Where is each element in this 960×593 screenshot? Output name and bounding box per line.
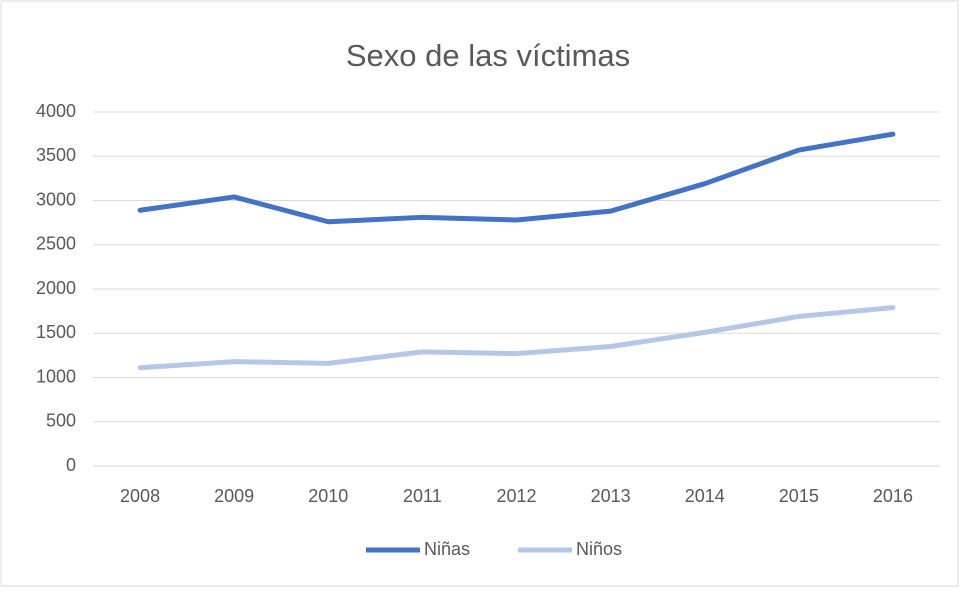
x-tick-label: 2008 xyxy=(120,486,160,506)
x-tick-label: 2014 xyxy=(685,486,725,506)
x-tick-label: 2013 xyxy=(591,486,631,506)
x-tick-label: 2010 xyxy=(308,486,348,506)
x-tick-label: 2011 xyxy=(403,486,442,506)
x-tick-label: 2009 xyxy=(214,486,254,506)
y-tick-label: 2500 xyxy=(36,234,76,254)
x-tick-label: 2015 xyxy=(779,486,819,506)
y-tick-label: 1000 xyxy=(36,366,76,386)
y-tick-label: 4000 xyxy=(36,101,76,121)
x-tick-label: 2016 xyxy=(873,486,913,506)
y-tick-label: 1500 xyxy=(36,322,76,342)
y-tick-label: 500 xyxy=(46,411,76,431)
line-series xyxy=(137,131,896,225)
legend-label: Niñas xyxy=(424,539,470,559)
y-tick-label: 0 xyxy=(66,455,76,475)
y-tick-label: 3500 xyxy=(36,145,76,165)
x-tick-label: 2012 xyxy=(496,486,536,506)
chart-title: Sexo de las víctimas xyxy=(346,38,630,73)
y-tick-label: 2000 xyxy=(36,278,76,298)
legend-label: Niños xyxy=(576,539,622,559)
y-tick-label: 3000 xyxy=(36,189,76,209)
line-series xyxy=(137,305,896,371)
